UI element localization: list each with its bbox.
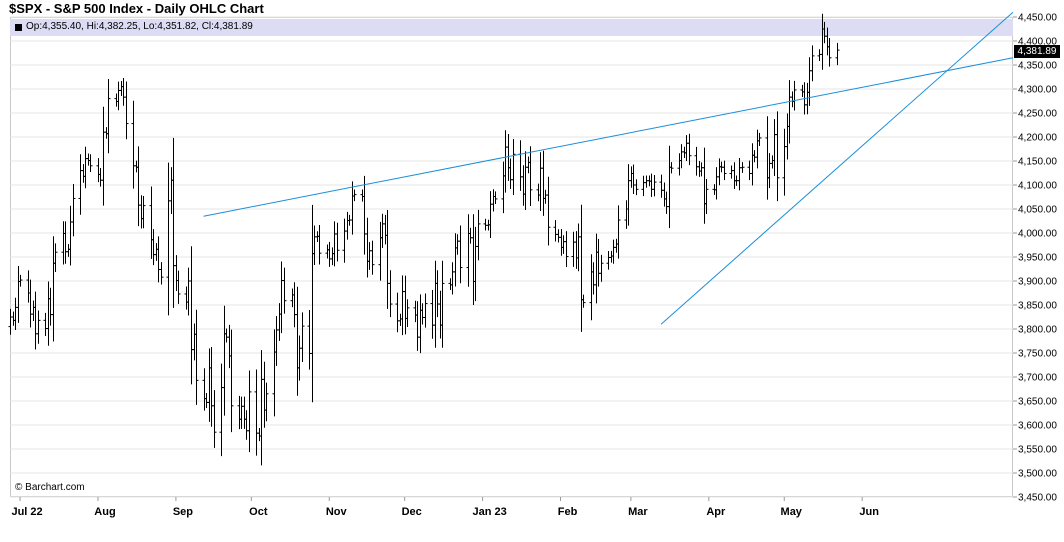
y-tick-label: 4,400.00 — [1018, 37, 1057, 48]
y-tick-label: 3,700.00 — [1018, 373, 1057, 384]
y-tick-label: 3,850.00 — [1018, 301, 1057, 312]
y-tick-label: 4,150.00 — [1018, 157, 1057, 168]
last-price-tag: 4,381.89 — [1014, 45, 1060, 58]
trendline — [203, 57, 1014, 217]
x-tick-label: Dec — [402, 506, 422, 518]
y-tick-label: 4,000.00 — [1018, 229, 1057, 240]
y-tick-label: 3,900.00 — [1018, 277, 1057, 288]
y-tick-label: 4,200.00 — [1018, 133, 1057, 144]
y-tick-label: 3,800.00 — [1018, 325, 1057, 336]
x-tick-label: Sep — [173, 506, 193, 518]
x-tick-label: Mar — [628, 506, 648, 518]
y-tick-label: 4,450.00 — [1018, 13, 1057, 24]
y-tick-label: 3,750.00 — [1018, 349, 1057, 360]
y-tick-label: 3,450.00 — [1018, 493, 1057, 504]
y-tick-label: 3,550.00 — [1018, 445, 1057, 456]
x-tick-label: May — [781, 506, 803, 518]
y-tick-label: 4,350.00 — [1018, 61, 1057, 72]
ohlc-summary-text: Op:4,355.40, Hi:4,382.25, Lo:4,351.82, C… — [26, 21, 253, 32]
y-tick-label: 3,650.00 — [1018, 397, 1057, 408]
y-tick-label: 4,050.00 — [1018, 205, 1057, 216]
x-tick-label: Oct — [249, 506, 268, 518]
square-icon — [15, 24, 22, 31]
trendline — [660, 11, 1014, 325]
ohlc-summary-bar: Op:4,355.40, Hi:4,382.25, Lo:4,351.82, C… — [10, 19, 1013, 36]
y-tick-label: 3,600.00 — [1018, 421, 1057, 432]
x-tick-label: Feb — [558, 506, 578, 518]
credit-label: © Barchart.com — [15, 482, 85, 493]
x-tick-label: Nov — [326, 506, 348, 518]
x-tick-label: Apr — [706, 506, 726, 518]
y-tick-label: 4,100.00 — [1018, 181, 1057, 192]
x-tick-label: Aug — [94, 506, 115, 518]
x-tick-label: Jan 23 — [472, 506, 506, 518]
chart-title: $SPX - S&P 500 Index - Daily OHLC Chart — [9, 1, 264, 16]
y-tick-label: 4,300.00 — [1018, 85, 1057, 96]
y-tick-label: 3,500.00 — [1018, 469, 1057, 480]
x-tick-label: Jun — [859, 506, 879, 518]
x-tick-label: Jul 22 — [11, 506, 42, 518]
y-tick-label: 4,250.00 — [1018, 109, 1057, 120]
y-tick-label: 3,950.00 — [1018, 253, 1057, 264]
